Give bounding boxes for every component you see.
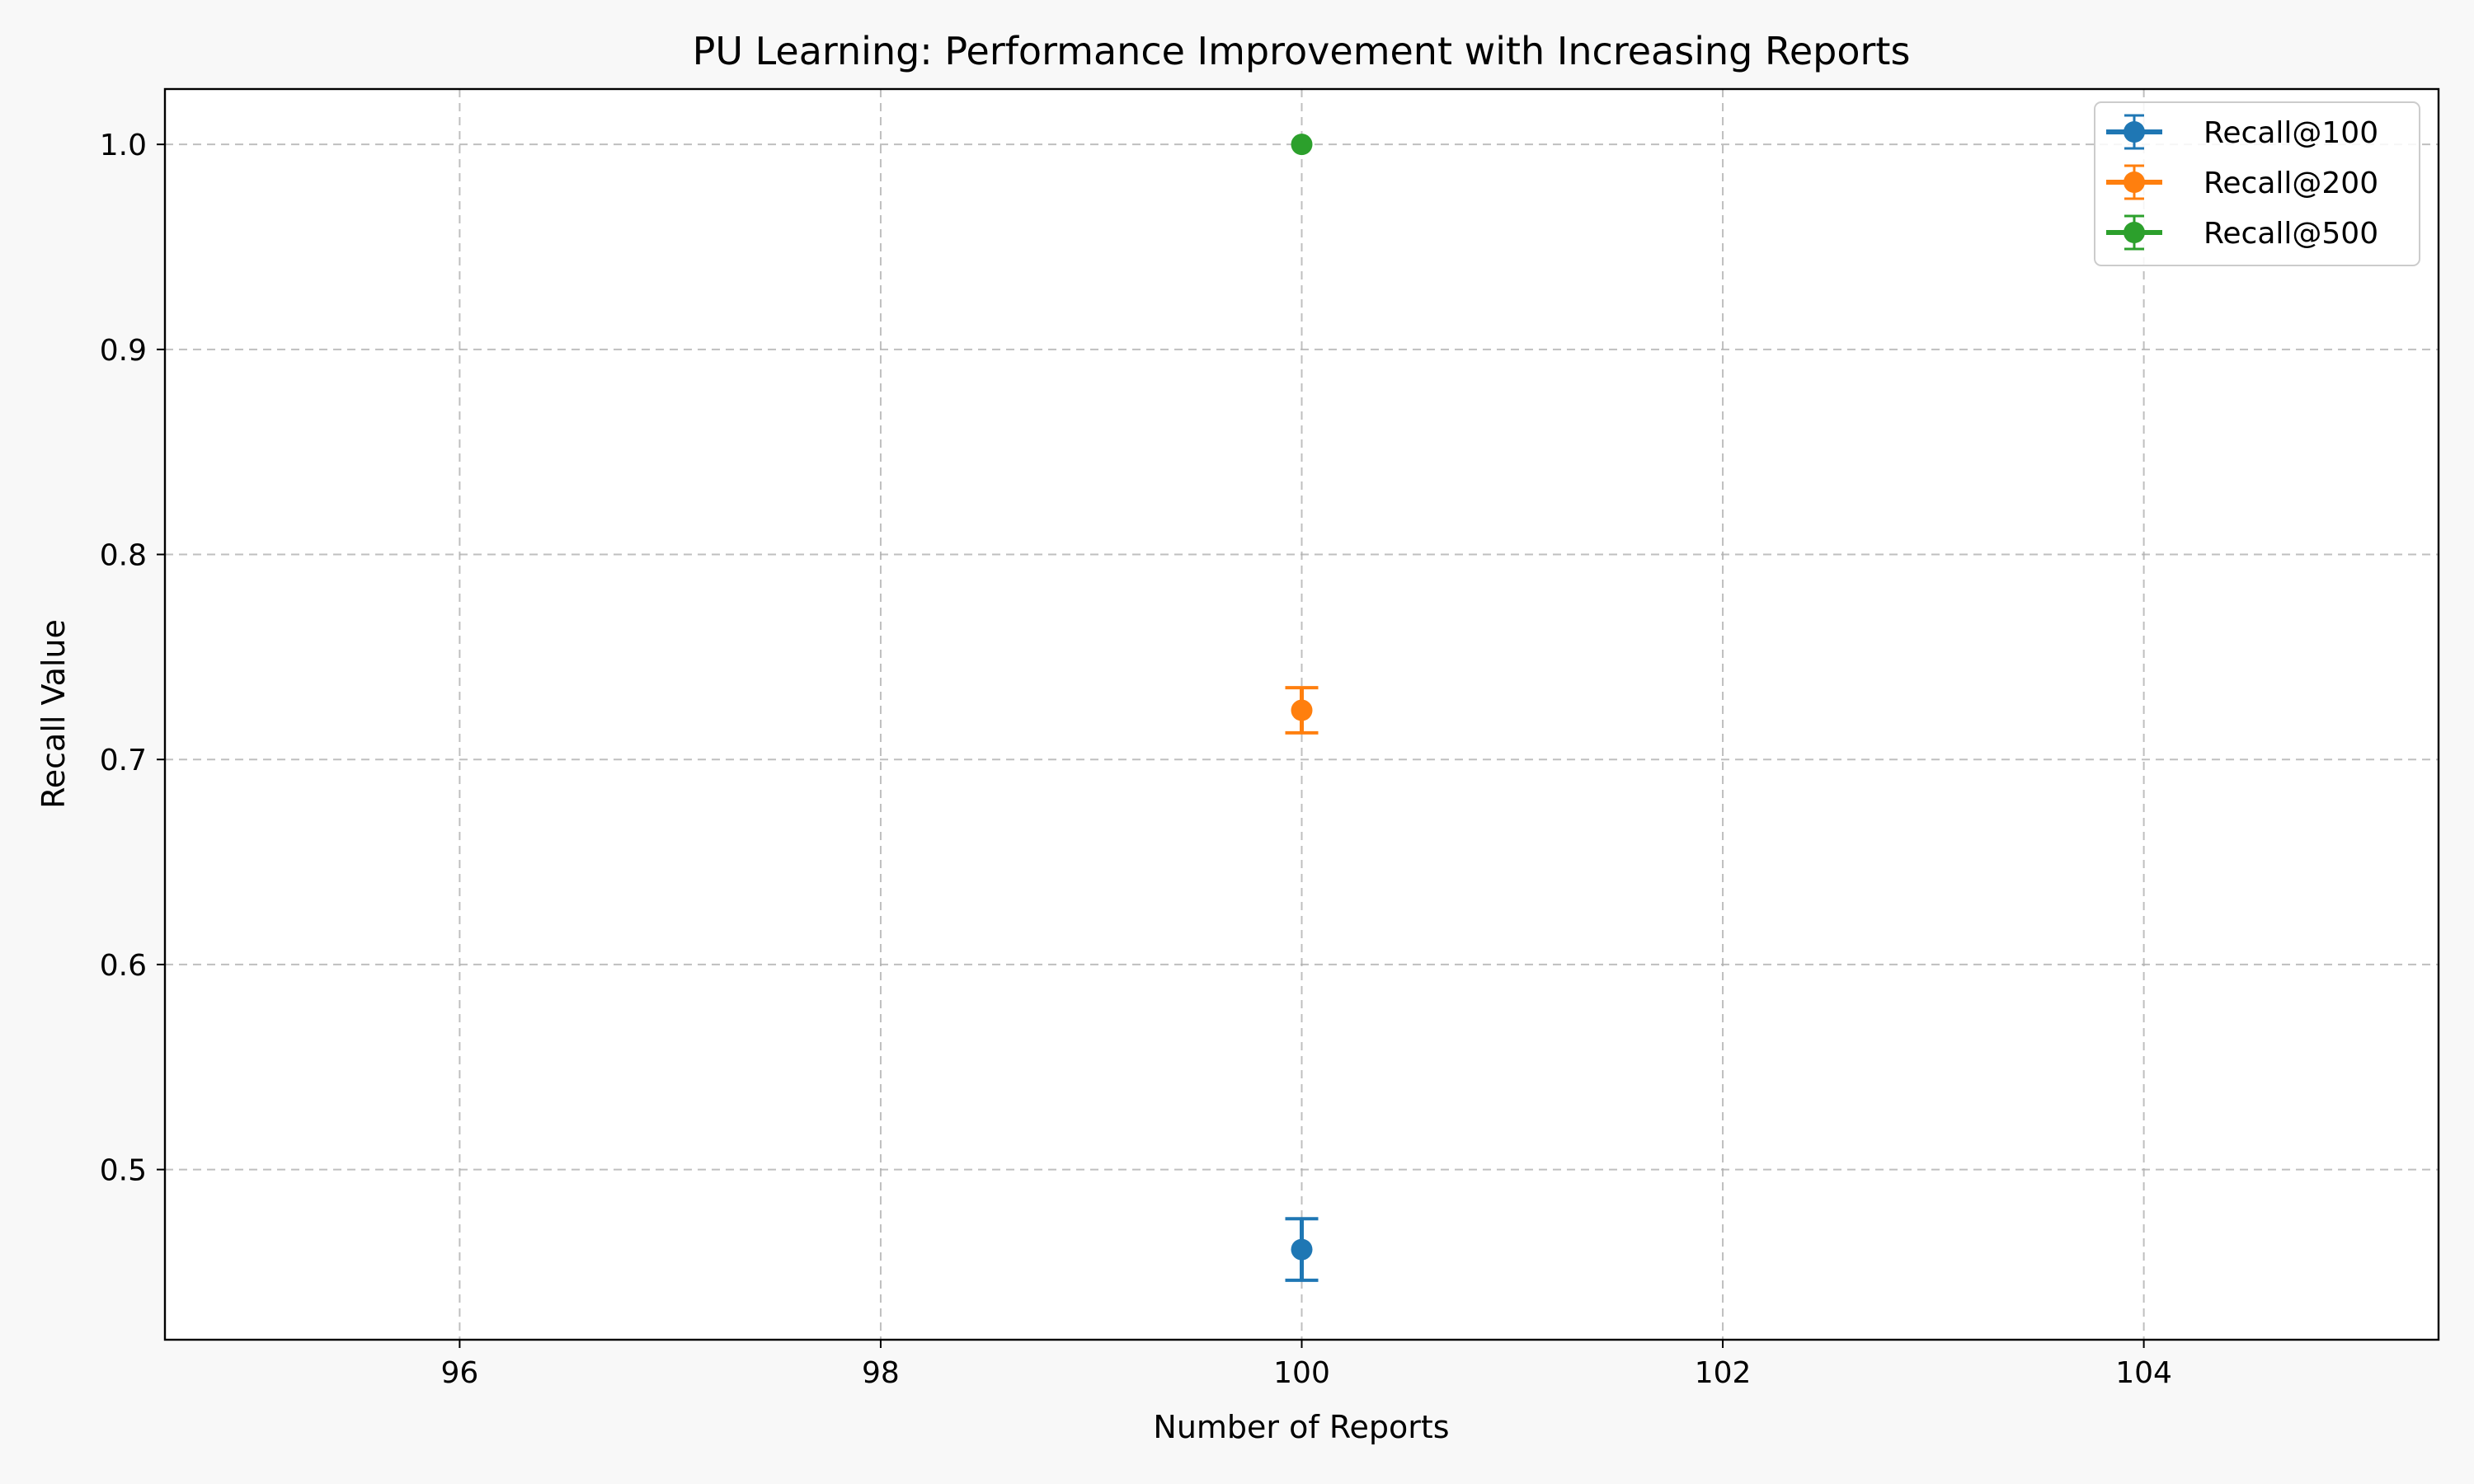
legend: Recall@100 Recall@200 Recall@500 [2094,101,2420,266]
legend-label: Recall@100 [2204,116,2378,150]
y-axis-label: Recall Value [35,619,72,809]
chart-title: PU Learning: Performance Improvement wit… [693,29,1911,73]
legend-marker [2124,171,2145,193]
ticks: 96 98 100 102 104 0.5 0.6 0.7 0.8 0.9 1.0 [100,129,2172,1390]
legend-marker [2124,222,2145,243]
data-point [1291,1238,1313,1261]
y-tick-label: 1.0 [100,129,147,162]
legend-label: Recall@200 [2204,167,2378,200]
x-tick-label: 96 [440,1356,478,1390]
legend-label: Recall@500 [2204,217,2378,251]
y-tick-label: 0.7 [100,744,147,777]
x-tick-label: 102 [1695,1356,1752,1390]
legend-marker [2124,121,2145,143]
legend-frame [2094,101,2420,266]
series-layer [1285,134,1319,1282]
y-tick-label: 0.5 [100,1154,147,1188]
data-point [1291,699,1313,721]
x-axis-label: Number of Reports [1153,1409,1449,1445]
y-tick-label: 0.8 [100,539,147,573]
y-tick-label: 0.9 [100,334,147,368]
y-tick-label: 0.6 [100,949,147,983]
x-tick-label: 100 [1273,1356,1330,1390]
x-tick-label: 98 [862,1356,900,1390]
data-point [1291,134,1313,156]
x-tick-label: 104 [2115,1356,2172,1390]
